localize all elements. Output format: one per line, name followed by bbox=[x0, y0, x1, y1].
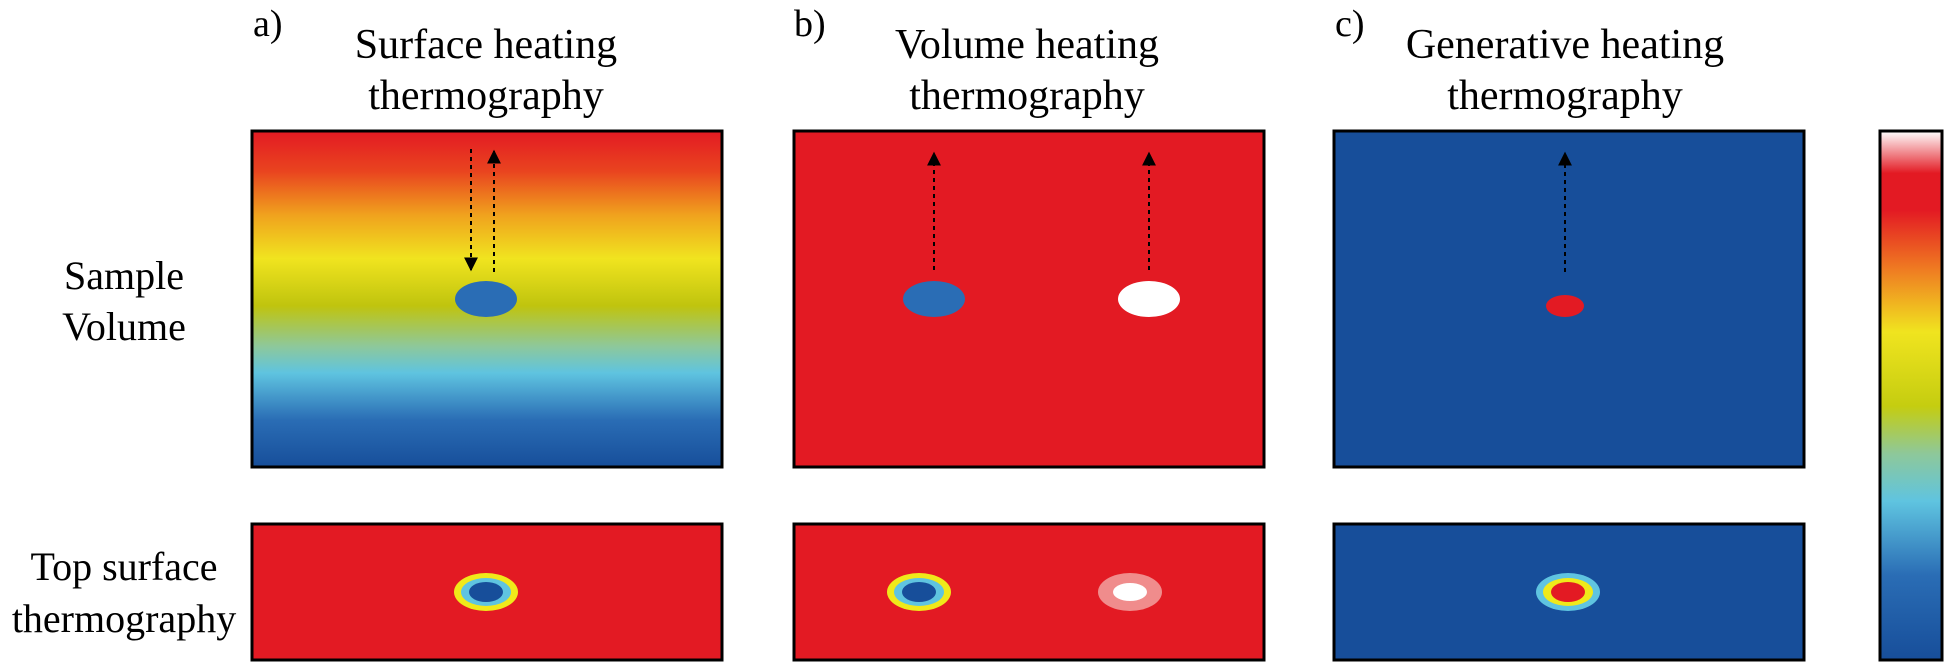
row-label-volume-line2: Volume bbox=[62, 304, 186, 349]
panel-b-volume-box bbox=[792, 129, 1266, 469]
column-title-c-line1: Generative heating bbox=[1406, 22, 1724, 68]
panel-c-defect bbox=[1546, 295, 1584, 317]
row-label-surface-line1: Top surface bbox=[30, 544, 217, 589]
panel-letter-a: a) bbox=[253, 3, 283, 45]
column-title-a-line2: thermography bbox=[368, 73, 604, 119]
panel-c-spot-core bbox=[1551, 582, 1585, 602]
panel-b-spot-cold-core bbox=[902, 582, 936, 602]
panel-letter-b: b) bbox=[794, 3, 826, 45]
column-title-b-line1: Volume heating bbox=[895, 22, 1159, 68]
column-title-c-line2: thermography bbox=[1447, 73, 1683, 119]
panel-b-surface-box bbox=[792, 522, 1266, 662]
panel-b-volume bbox=[792, 129, 1266, 469]
panel-b-defect-hot bbox=[1118, 281, 1180, 317]
panel-b-defect-cold bbox=[903, 281, 965, 317]
column-title-a-line1: Surface heating bbox=[355, 22, 617, 68]
panel-c-surface bbox=[1332, 522, 1806, 662]
panel-b-surface bbox=[792, 522, 1266, 662]
panel-c-volume bbox=[1332, 129, 1806, 469]
panel-a-spot-core bbox=[469, 582, 503, 602]
column-title-b-line2: thermography bbox=[909, 73, 1145, 119]
colorbar bbox=[1878, 129, 1944, 662]
panel-a-surface bbox=[250, 522, 724, 662]
row-label-surface-line2: thermography bbox=[12, 596, 236, 641]
panel-a-volume bbox=[250, 129, 724, 469]
panel-b-spot-hot-core bbox=[1113, 583, 1147, 601]
panel-a-defect bbox=[455, 281, 517, 317]
panel-letter-c: c) bbox=[1335, 3, 1365, 45]
row-label-volume-line1: Sample bbox=[64, 253, 184, 298]
